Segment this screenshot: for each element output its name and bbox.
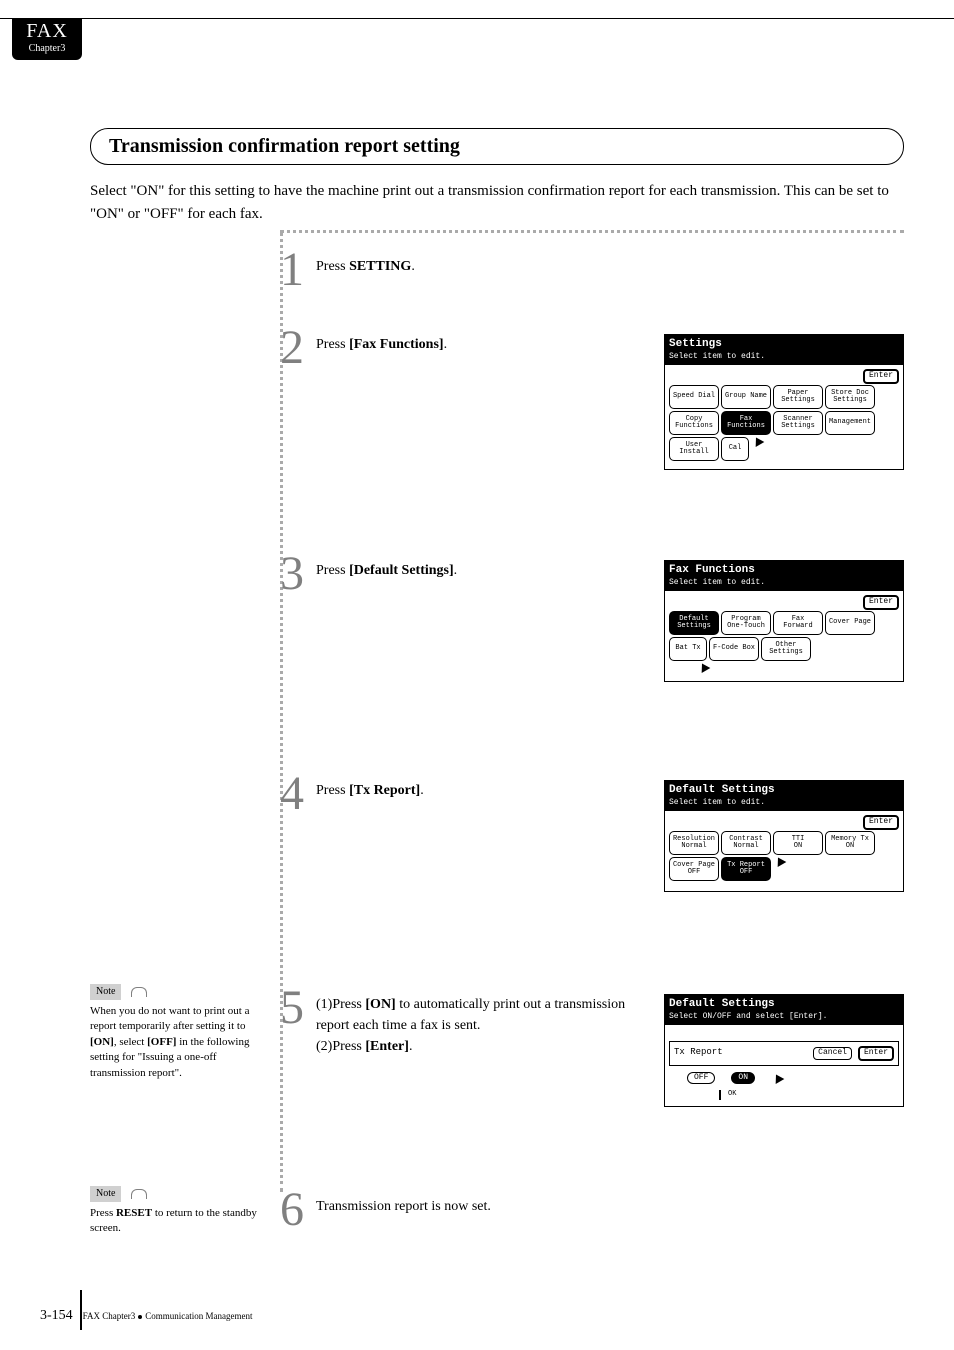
cursor-icon bbox=[698, 661, 711, 673]
lcd-enter-button[interactable]: Enter bbox=[863, 369, 899, 384]
lcd-button[interactable]: Cal bbox=[721, 437, 749, 461]
note-text: Press RESET to return to the standby scr… bbox=[90, 1206, 260, 1237]
note-bubble-icon bbox=[131, 1189, 147, 1199]
step-number: 5 bbox=[280, 984, 304, 1032]
lcd-button[interactable]: TTION bbox=[773, 831, 823, 855]
lcd-tx-report-line: Tx Report Cancel Enter bbox=[669, 1041, 899, 1066]
step-2: 2 Press [Fax Functions]. Settings Select… bbox=[280, 324, 904, 470]
note-1: Note When you do not want to print out a… bbox=[90, 984, 260, 1081]
lcd-button[interactable]: Cover PageOFF bbox=[669, 857, 719, 881]
step-text: Press SETTING. bbox=[316, 256, 904, 277]
lcd-button[interactable]: ContrastNormal bbox=[721, 831, 771, 855]
step-6: 6 Transmission report is now set. bbox=[280, 1186, 904, 1234]
bullet-icon bbox=[138, 1315, 142, 1319]
lcd-button-selected[interactable]: Default Settings bbox=[669, 611, 719, 635]
lcd-button[interactable]: Program One-Touch bbox=[721, 611, 771, 635]
step-4: 4 Press [Tx Report]. Default Settings Se… bbox=[280, 770, 904, 892]
section-heading-wrap: Transmission confirmation report setting bbox=[90, 128, 904, 165]
lcd-button[interactable]: Fax Forward bbox=[773, 611, 823, 635]
lcd-txreport-screen: Default Settings Select ON/OFF and selec… bbox=[664, 994, 904, 1107]
lcd-field-label: Tx Report bbox=[674, 1048, 723, 1058]
lcd-button[interactable]: Store Doc Settings bbox=[825, 385, 875, 409]
lcd-button[interactable]: User Install bbox=[669, 437, 719, 461]
lcd-button[interactable]: Copy Functions bbox=[669, 411, 719, 435]
ok-stamp-icon bbox=[719, 1090, 721, 1100]
note-label: Note bbox=[90, 984, 121, 1000]
cursor-icon bbox=[774, 855, 787, 867]
lcd-faxfunctions-screen: Fax Functions Select item to edit. Enter… bbox=[664, 560, 904, 682]
lcd-subtitle: Select item to edit. bbox=[665, 353, 903, 365]
lcd-button-selected[interactable]: Fax Functions bbox=[721, 411, 771, 435]
lcd-settings-screen: Settings Select item to edit. Enter Spee… bbox=[664, 334, 904, 470]
step-number: 1 bbox=[280, 246, 304, 294]
cursor-icon bbox=[752, 435, 765, 447]
lcd-on-option[interactable]: ON bbox=[731, 1072, 755, 1085]
lcd-button[interactable]: ResolutionNormal bbox=[669, 831, 719, 855]
lcd-button[interactable]: Memory TxON bbox=[825, 831, 875, 855]
lcd-button[interactable]: Other Settings bbox=[761, 637, 811, 661]
lcd-title: Settings bbox=[665, 335, 903, 353]
section-heading: Transmission confirmation report setting bbox=[90, 128, 904, 165]
lcd-subtitle: Select item to edit. bbox=[665, 799, 903, 811]
lcd-enter-button[interactable]: Enter bbox=[863, 595, 899, 610]
lcd-button[interactable]: Scanner Settings bbox=[773, 411, 823, 435]
tab-chapter: Chapter3 bbox=[12, 43, 82, 54]
lcd-button[interactable]: Management bbox=[825, 411, 875, 435]
page-footer: 3-154 FAX Chapter3Communication Manageme… bbox=[40, 1308, 252, 1324]
tab-title: FAX bbox=[12, 20, 82, 43]
step-text: Transmission report is now set. bbox=[316, 1196, 904, 1217]
lcd-button[interactable]: Bat Tx bbox=[669, 637, 707, 661]
lcd-title: Default Settings bbox=[665, 995, 903, 1013]
lcd-defaultsettings-screen: Default Settings Select item to edit. En… bbox=[664, 780, 904, 892]
step-text: Press [Tx Report]. bbox=[316, 780, 648, 892]
note-2: Note Press RESET to return to the standb… bbox=[90, 1186, 260, 1237]
step-number: 3 bbox=[280, 550, 304, 598]
step-1: 1 Press SETTING. bbox=[280, 246, 904, 294]
lcd-button-selected[interactable]: Tx ReportOFF bbox=[721, 857, 771, 881]
lcd-button[interactable]: Cover Page bbox=[825, 611, 875, 635]
step-5: 5 (1)Press [ON] to automatically print o… bbox=[280, 984, 904, 1107]
step-number: 2 bbox=[280, 324, 304, 372]
step-text: Press [Default Settings]. bbox=[316, 560, 648, 682]
lcd-title: Fax Functions bbox=[665, 561, 903, 579]
step-text: Press [Fax Functions]. bbox=[316, 334, 648, 470]
lcd-off-option[interactable]: OFF bbox=[687, 1072, 715, 1085]
note-bubble-icon bbox=[131, 987, 147, 997]
page-number: 3-154 bbox=[40, 1308, 73, 1324]
intro-paragraph: Select "ON" for this setting to have the… bbox=[90, 180, 904, 225]
footer-text: FAX Chapter3Communication Management bbox=[83, 1311, 253, 1321]
lcd-title: Default Settings bbox=[665, 781, 903, 799]
lcd-button[interactable]: Paper Settings bbox=[773, 385, 823, 409]
step-3: 3 Press [Default Settings]. Fax Function… bbox=[280, 550, 904, 682]
note-text: When you do not want to print out a repo… bbox=[90, 1004, 260, 1081]
lcd-cancel-button[interactable]: Cancel bbox=[813, 1047, 852, 1060]
note-label: Note bbox=[90, 1186, 121, 1202]
step-number: 4 bbox=[280, 770, 304, 818]
lcd-enter-button[interactable]: Enter bbox=[858, 1046, 894, 1061]
lcd-subtitle: Select ON/OFF and select [Enter]. bbox=[665, 1013, 903, 1025]
dotted-line-horizontal bbox=[280, 230, 904, 233]
chapter-tab: FAX Chapter3 bbox=[12, 18, 82, 60]
lcd-subtitle: Select item to edit. bbox=[665, 579, 903, 591]
lcd-enter-button[interactable]: Enter bbox=[863, 815, 899, 830]
cursor-icon bbox=[772, 1072, 785, 1084]
lcd-button[interactable]: F-Code Box bbox=[709, 637, 759, 661]
lcd-button[interactable]: Group Name bbox=[721, 385, 771, 409]
lcd-button[interactable]: Speed Dial bbox=[669, 385, 719, 409]
header-rule bbox=[0, 18, 954, 19]
step-number: 6 bbox=[280, 1186, 304, 1234]
step-text: (1)Press [ON] to automatically print out… bbox=[316, 994, 648, 1107]
